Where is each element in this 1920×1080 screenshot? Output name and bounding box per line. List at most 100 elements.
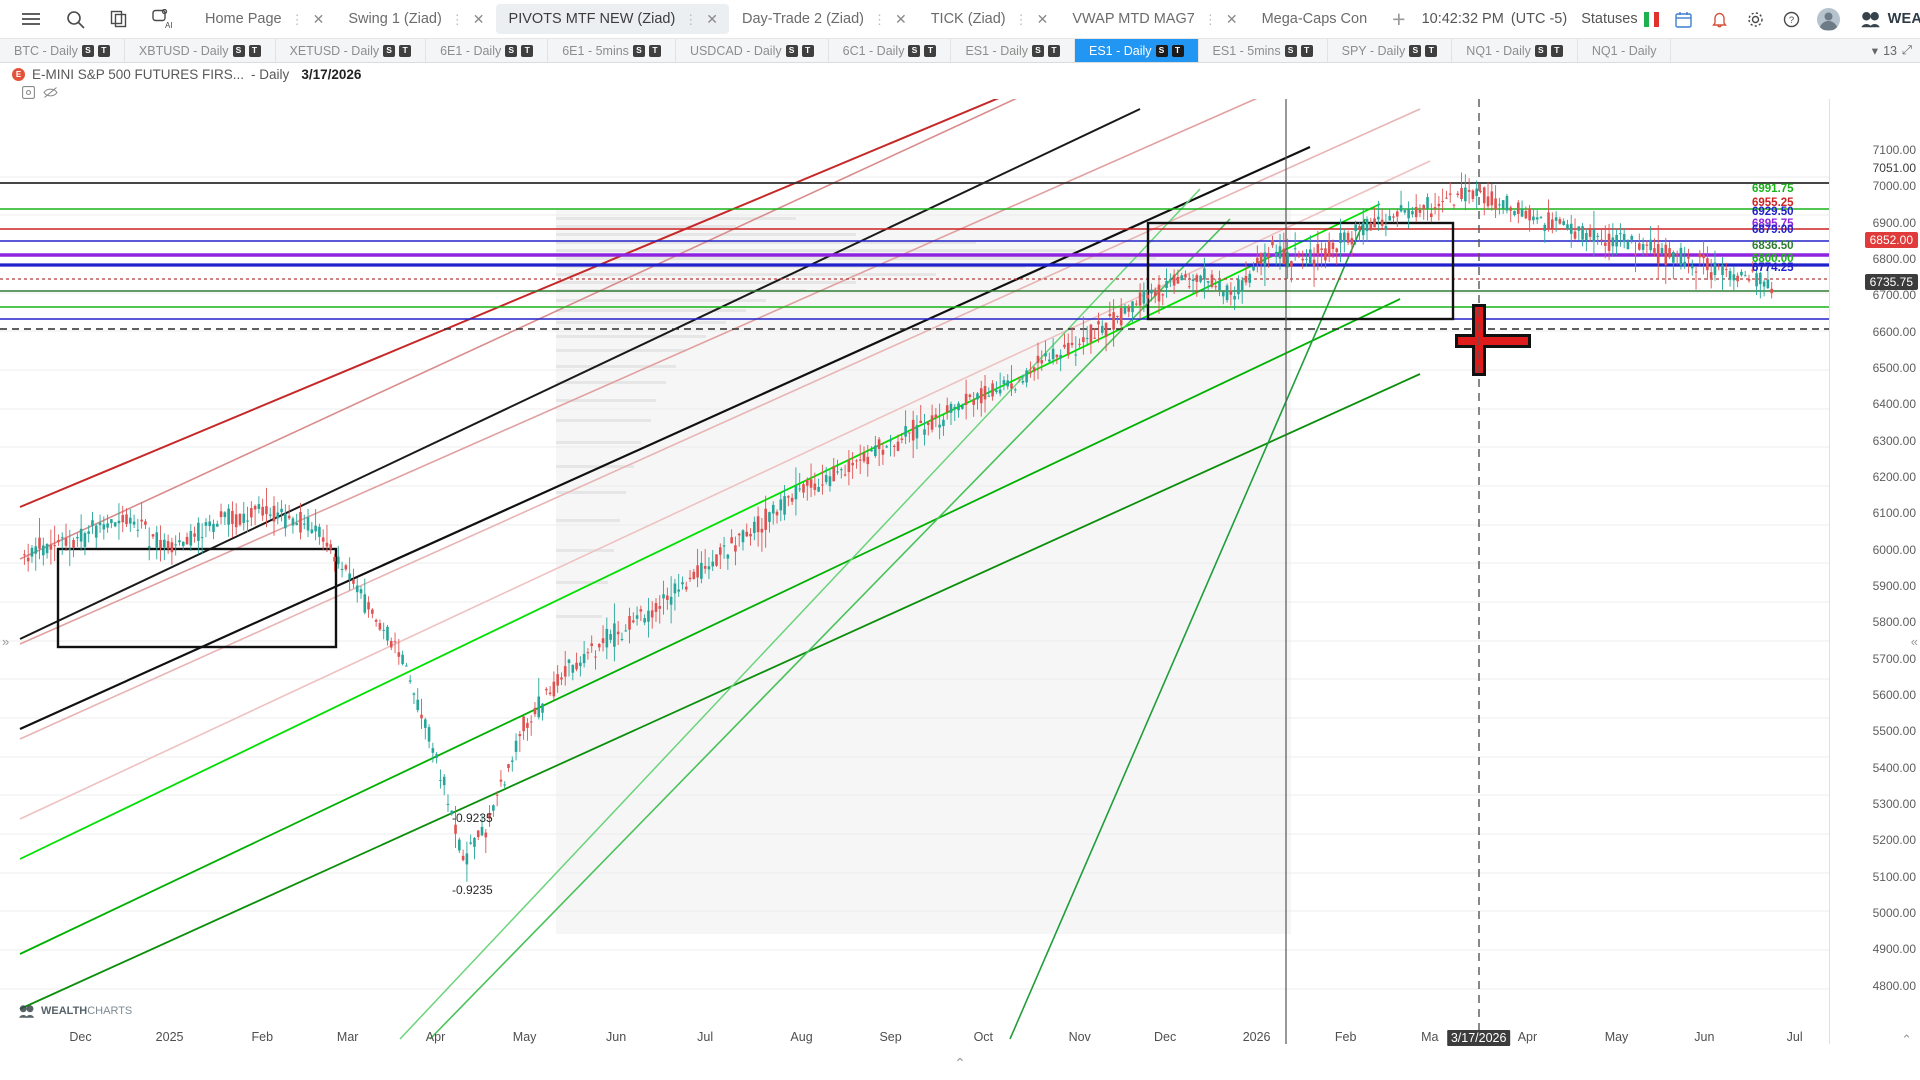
symbol-badge-t[interactable]: T <box>248 44 261 57</box>
symbol-badge-s[interactable]: S <box>1409 44 1422 57</box>
price-level-inline-label: 6774.25 <box>1752 262 1794 275</box>
instrument-name[interactable]: E-MINI S&P 500 FUTURES FIRS... <box>32 66 245 82</box>
chart-canvas[interactable] <box>0 99 1830 1044</box>
expand-bottom-panel-icon[interactable]: ⌃ <box>954 1055 966 1071</box>
menu-icon[interactable] <box>20 8 42 30</box>
time-axis[interactable]: Dec 2025 Feb Mar Apr May Jun Jul Aug Sep Oct Nov Dec… <box>0 1030 1830 1052</box>
chart-date: 3/17/2026 <box>301 66 362 82</box>
symbol-tab-label: ES1 - 5mins <box>1212 43 1281 58</box>
price-level-badge[interactable]: 6852.00 <box>1864 232 1918 249</box>
price-tick: 5400.00 <box>1872 760 1916 775</box>
symbol-tab-6e1-daily[interactable]: 6E1 - Daily S T <box>426 39 549 62</box>
symbol-tab-es1-daily[interactable]: ES1 - Daily S T <box>951 39 1075 62</box>
close-icon[interactable]: ✕ <box>1225 10 1238 27</box>
symbol-badge-t[interactable]: T <box>924 44 937 57</box>
chart-area[interactable]: -0.9235 -0.9235 WEALTHCHARTS 7100.00 7000… <box>0 99 1920 1074</box>
chart-plot[interactable] <box>0 99 1830 1044</box>
collapse-right-panel-icon[interactable]: « <box>1910 634 1918 649</box>
workspace-tab-pivots-mtf-new[interactable]: PIVOTS MTF NEW (Ziad) ⋮ ✕ <box>495 4 730 34</box>
price-tick: 4800.00 <box>1872 978 1916 993</box>
symbol-badge-s[interactable]: S <box>232 44 245 57</box>
avatar[interactable] <box>1816 7 1840 31</box>
close-icon[interactable]: ✕ <box>472 10 485 27</box>
symbol-badge-t[interactable]: T <box>648 44 661 57</box>
workspace-tab-tick[interactable]: TICK (Ziad) ⋮ ✕ <box>918 4 1060 34</box>
tab-options-icon[interactable]: ⋮ <box>450 11 464 27</box>
symbol-tab-nq1-daily[interactable]: NQ1 - Daily S T <box>1452 39 1578 62</box>
symbol-badge-t[interactable]: T <box>1171 44 1184 57</box>
symbol-badge-t[interactable]: T <box>801 44 814 57</box>
symbol-badge-s[interactable]: S <box>1031 44 1044 57</box>
symbol-badge-t[interactable]: T <box>97 44 110 57</box>
tab-options-icon[interactable]: ⋮ <box>290 11 304 27</box>
workspace-tab-day-trade-2[interactable]: Day-Trade 2 (Ziad) ⋮ ✕ <box>729 4 918 34</box>
bell-icon[interactable] <box>1709 8 1731 30</box>
expand-bottom-right-icon[interactable]: ⌃ <box>1901 1032 1912 1047</box>
time-tick: Mar <box>336 1030 359 1044</box>
expand-icon[interactable]: ⤢ <box>1901 43 1912 57</box>
close-icon[interactable]: ✕ <box>894 10 907 27</box>
symbol-badge-t[interactable]: T <box>1425 44 1438 57</box>
workspace-tab-mega-caps-con[interactable]: Mega-Caps Con <box>1249 4 1377 34</box>
tab-options-icon[interactable]: ⋮ <box>1014 11 1028 27</box>
symbol-tab-es1-daily[interactable]: ES1 - Daily S T <box>1074 39 1199 62</box>
symbol-badge-s[interactable]: S <box>1155 44 1168 57</box>
symbol-badge-s[interactable]: S <box>383 44 396 57</box>
tab-options-icon[interactable]: ⋮ <box>684 11 698 27</box>
add-workspace-tab-button[interactable]: + <box>1392 5 1406 32</box>
symbol-tab-xetusd-daily[interactable]: XETUSD - Daily S T <box>275 39 427 62</box>
status-badge[interactable]: Statuses <box>1581 11 1659 27</box>
workspace-tab-strip: Home Page ⋮ ✕ Swing 1 (Ziad) ⋮ ✕ PIVOTS … <box>192 0 1422 38</box>
close-icon[interactable]: ✕ <box>312 10 325 27</box>
symbol-badge-s[interactable]: S <box>632 44 645 57</box>
symbol-tab-es1-5mins[interactable]: ES1 - 5mins S T <box>1198 39 1328 62</box>
time-tick: Dec <box>1153 1030 1177 1044</box>
symbol-badge-t[interactable]: T <box>1550 44 1563 57</box>
collapse-left-panel-icon[interactable]: » <box>2 634 10 649</box>
symbol-tab-spy-daily[interactable]: SPY - Daily S T <box>1327 39 1453 62</box>
symbol-badge-t[interactable]: T <box>1300 44 1313 57</box>
symbol-badge-t[interactable]: T <box>1047 44 1060 57</box>
symbol-tab-6c1-daily[interactable]: 6C1 - Daily S T <box>828 39 952 62</box>
symbol-badge-s[interactable]: S <box>1284 44 1297 57</box>
price-level-inline-label: 6895.75 <box>1752 218 1794 231</box>
symbol-badge-t[interactable]: T <box>399 44 412 57</box>
tab-options-icon[interactable]: ⋮ <box>1203 11 1217 27</box>
symbol-badge-s[interactable]: S <box>81 44 94 57</box>
calendar-icon[interactable] <box>1673 8 1695 30</box>
ai-icon[interactable]: AI <box>152 8 174 30</box>
settings-icon[interactable] <box>22 85 35 99</box>
symbol-badge-s[interactable]: S <box>1534 44 1547 57</box>
price-axis[interactable]: 7100.00 7000.00 6900.00 6800.00 6700.00 6600.… <box>1829 99 1920 1044</box>
workspace-tab-home-page[interactable]: Home Page ⋮ ✕ <box>192 4 335 34</box>
symbol-overflow-control[interactable]: ▾ 13 ⤢ <box>1862 39 1920 62</box>
symbol-tab-strip: BTC - Daily S T XBTUSD - Daily S T XETUSD - Da… <box>0 39 1920 63</box>
symbol-badge-s[interactable]: S <box>908 44 921 57</box>
instrument-interval[interactable]: - Daily <box>251 66 290 82</box>
gear-icon[interactable] <box>1745 8 1767 30</box>
symbol-badge-s[interactable]: S <box>505 44 518 57</box>
symbol-badge-s[interactable]: S <box>785 44 798 57</box>
chevron-down-icon[interactable]: ▾ <box>1871 44 1879 58</box>
copy-icon[interactable] <box>108 8 130 30</box>
price-level-badge[interactable]: 6735.75 <box>1864 274 1918 291</box>
symbol-tab-label: 6C1 - Daily <box>842 43 905 58</box>
workspace-tab-label: PIVOTS MTF NEW (Ziad) <box>508 11 676 27</box>
symbol-tab-usdcad-daily[interactable]: USDCAD - Daily S T <box>675 39 829 62</box>
symbol-tab-label: NQ1 - Daily <box>1466 43 1531 58</box>
close-icon[interactable]: ✕ <box>706 10 719 27</box>
symbol-tab-btc-daily[interactable]: BTC - Daily S T <box>0 39 125 62</box>
workspace-tab-vwap-mtd-mag7[interactable]: VWAP MTD MAG7 ⋮ ✕ <box>1059 4 1248 34</box>
symbol-tab-6e1-5mins[interactable]: 6E1 - 5mins S T <box>548 39 676 62</box>
symbol-tab-nq1-daily[interactable]: NQ1 - Daily <box>1577 39 1672 62</box>
time-tick-selected[interactable]: 3/17/2026 <box>1446 1030 1511 1046</box>
search-icon[interactable] <box>64 8 86 30</box>
tab-options-icon[interactable]: ⋮ <box>872 11 886 27</box>
help-icon[interactable]: ? <box>1781 8 1803 30</box>
hide-eye-icon[interactable] <box>43 86 58 99</box>
symbol-badge-t[interactable]: T <box>521 44 534 57</box>
close-icon[interactable]: ✕ <box>1036 10 1049 27</box>
time-tick: 2025 <box>155 1030 184 1044</box>
symbol-tab-xbtusd-daily[interactable]: XBTUSD - Daily S T <box>124 39 276 62</box>
workspace-tab-swing-1[interactable]: Swing 1 (Ziad) ⋮ ✕ <box>335 4 495 34</box>
